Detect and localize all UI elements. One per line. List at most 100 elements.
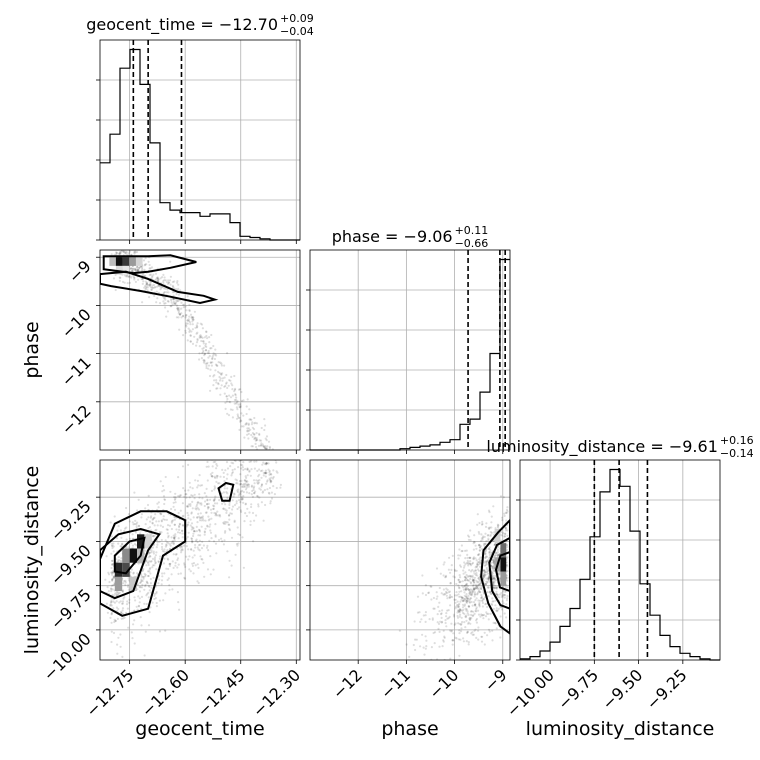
scatter-point — [117, 592, 120, 595]
scatter-point — [494, 554, 497, 557]
scatter-point — [112, 542, 115, 545]
scatter-point — [464, 615, 467, 618]
scatter-point — [204, 349, 208, 352]
scatter-point — [136, 608, 139, 611]
scatter-point — [176, 566, 179, 569]
scatter-point — [234, 394, 237, 397]
scatter-point — [275, 429, 277, 431]
scatter-point — [269, 426, 271, 428]
scatter-point — [484, 603, 487, 606]
scatter-point — [191, 540, 194, 543]
scatter-point — [255, 445, 258, 449]
scatter-point — [140, 586, 144, 589]
scatter-point — [464, 616, 468, 619]
scatter-point — [496, 554, 499, 557]
scatter-point — [481, 601, 484, 605]
scatter-point — [111, 577, 114, 581]
scatter-point — [437, 627, 440, 631]
scatter-point — [121, 237, 123, 239]
scatter-point — [236, 420, 238, 422]
scatter-point — [137, 268, 140, 272]
scatter-point — [443, 635, 446, 638]
scatter-point — [269, 502, 272, 505]
scatter-point — [185, 322, 188, 325]
scatter-point — [263, 428, 266, 432]
scatter-point — [173, 302, 176, 305]
scatter-point — [245, 491, 248, 494]
scatter-point — [158, 599, 161, 602]
scatter-point — [200, 557, 203, 561]
scatter-point — [200, 525, 203, 528]
scatter-point — [231, 388, 234, 391]
scatter-point — [212, 507, 215, 510]
scatter-point — [449, 604, 452, 607]
scatter-point — [186, 535, 189, 539]
scatter-point — [155, 301, 158, 304]
scatter-point — [181, 465, 185, 468]
scatter-point — [486, 612, 489, 616]
scatter-point — [116, 643, 119, 646]
scatter-point — [157, 506, 160, 509]
scatter-point — [143, 286, 146, 289]
scatter-point — [141, 282, 144, 285]
scatter-point — [134, 267, 137, 270]
scatter-point — [487, 618, 490, 621]
scatter-point — [484, 615, 488, 618]
scatter-point — [163, 557, 166, 560]
scatter-point — [238, 416, 241, 420]
scatter-point — [212, 344, 215, 348]
scatter-point — [466, 579, 469, 582]
scatter-point — [274, 466, 276, 468]
scatter-point — [201, 336, 204, 339]
scatter-point — [177, 316, 180, 319]
scatter-point — [472, 587, 475, 591]
scatter-point — [457, 593, 460, 596]
scatter-point — [174, 501, 177, 504]
scatter-point — [484, 564, 487, 567]
scatter-point — [128, 281, 131, 284]
scatter-point — [436, 613, 439, 616]
scatter-point — [475, 619, 478, 622]
scatter-point — [225, 461, 229, 464]
scatter-point — [191, 342, 195, 345]
scatter-point — [137, 604, 140, 607]
scatter-point — [111, 578, 114, 581]
scatter-point — [283, 487, 285, 489]
scatter-point — [197, 544, 201, 547]
scatter-point — [281, 480, 283, 482]
scatter-point — [270, 451, 272, 453]
scatter-point — [170, 299, 173, 302]
scatter-point — [130, 269, 133, 272]
scatter-point — [236, 526, 239, 529]
scatter-point — [459, 580, 462, 583]
scatter-point — [231, 394, 234, 397]
scatter-point — [253, 422, 256, 425]
scatter-point — [111, 544, 114, 547]
scatter-point — [198, 539, 201, 542]
scatter-point — [505, 548, 508, 551]
scatter-point — [405, 643, 408, 646]
scatter-point — [465, 600, 468, 603]
scatter-point — [423, 653, 426, 656]
scatter-point — [205, 511, 208, 514]
scatter-point — [499, 615, 502, 618]
scatter-point — [247, 429, 250, 432]
scatter-point — [223, 392, 226, 395]
scatter-point — [147, 624, 151, 627]
scatter-point — [478, 590, 482, 594]
scatter-point — [200, 484, 204, 487]
scatter-point — [270, 489, 272, 491]
scatter-point — [491, 629, 494, 632]
scatter-point — [464, 577, 467, 580]
scatter-point — [424, 647, 427, 650]
scatter-point — [143, 588, 146, 591]
scatter-point — [154, 562, 157, 565]
scatter-point — [226, 550, 229, 553]
scatter-point — [262, 461, 265, 464]
tick-label-luminosity-distance: −9.75 — [47, 585, 95, 633]
scatter-point — [157, 278, 160, 281]
scatter-point — [446, 609, 449, 612]
scatter-point — [469, 618, 472, 621]
scatter-point — [189, 518, 192, 521]
